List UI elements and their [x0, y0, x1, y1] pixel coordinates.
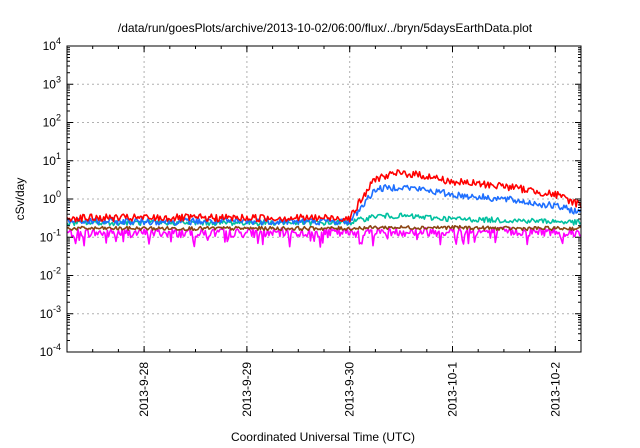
x-tick-label: 2013-9-30	[343, 362, 357, 417]
series-line	[66, 224, 582, 232]
y-axis-label: cSv/day	[13, 178, 27, 221]
chart-title: /data/run/goesPlots/archive/2013-10-02/0…	[118, 21, 533, 35]
x-tick-label: 2013-9-29	[240, 362, 254, 417]
x-axis-label: Coordinated Universal Time (UTC)	[231, 430, 415, 444]
x-tick-label: 2013-9-28	[137, 362, 151, 417]
grid	[67, 46, 581, 352]
x-axis: 2013-9-28 2013-9-29 2013-9-30 2013-10-1 2013…	[92, 46, 562, 417]
series-layer	[66, 169, 582, 248]
series-line	[66, 169, 582, 223]
x-tick-label: 2013-10-2	[548, 362, 562, 417]
x-tick-label: 2013-10-1	[446, 362, 460, 417]
